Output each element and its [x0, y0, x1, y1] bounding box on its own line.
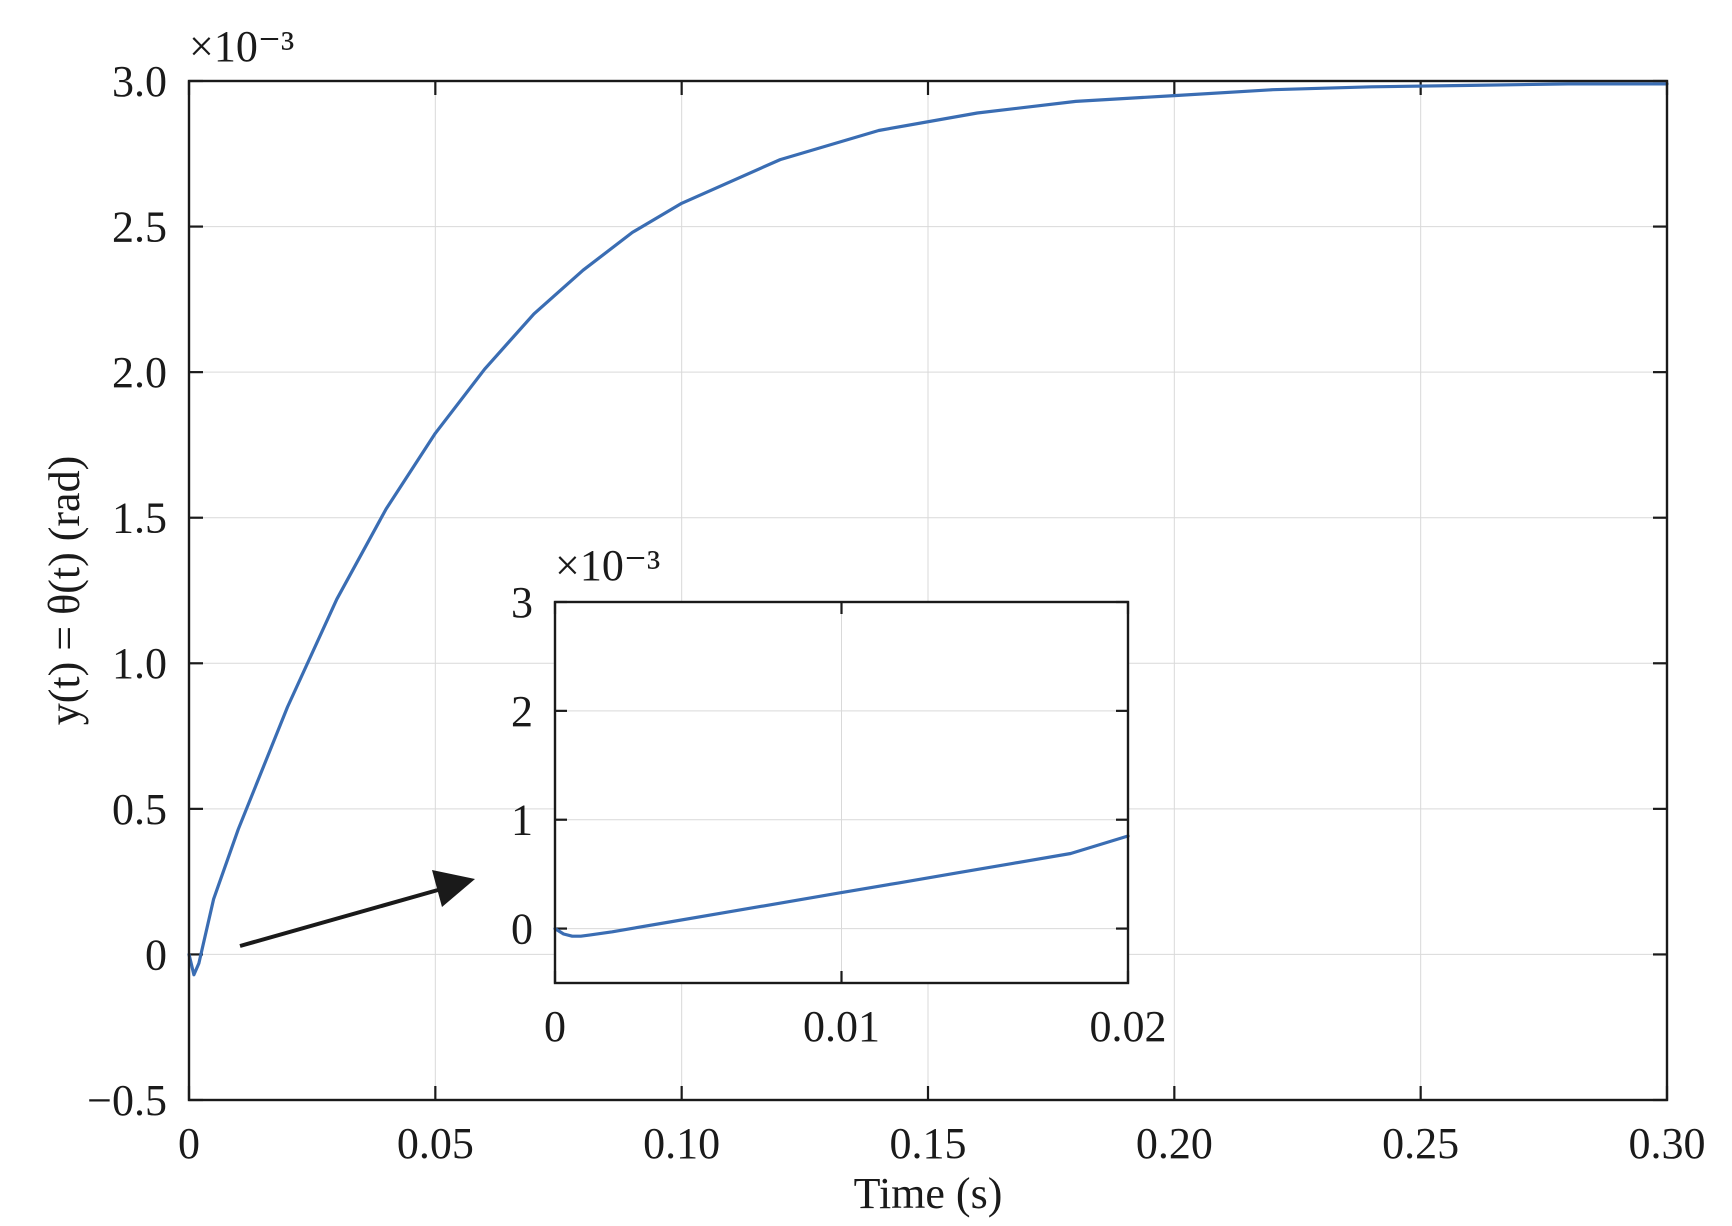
y-tick-label: 2.5 — [112, 203, 167, 252]
y-tick-label: 0.5 — [112, 785, 167, 834]
zoom-arrow — [239, 870, 475, 948]
x-tick-label: 0.25 — [1382, 1119, 1459, 1168]
y-tick-label: 3.0 — [112, 57, 167, 106]
y-tick-label: −0.5 — [87, 1076, 167, 1125]
y-axis-label: y(t) = θ(t) (rad) — [40, 456, 89, 725]
arrow-shaft — [239, 888, 439, 948]
y-tick-label: 2 — [511, 687, 533, 736]
x-tick-label: 0.05 — [397, 1119, 474, 1168]
y-tick-label: 1 — [511, 796, 533, 845]
main-plot: 0 0.05 0.10 0.15 0.20 0.25 0.30−0.500.51.01.52… — [40, 22, 1706, 1218]
x-tick-label: 0.01 — [803, 1002, 880, 1051]
x-tick-label: 0 — [178, 1119, 200, 1168]
x-axis-label: Time (s) — [854, 1169, 1003, 1218]
y-tick-label: 1.5 — [112, 494, 167, 543]
exponent-label: ×10⁻³ — [555, 541, 660, 590]
series-line — [553, 834, 1130, 938]
x-tick-label: 0.02 — [1090, 1002, 1167, 1051]
inset-plot: 0 0.01 0.02 0 1 2 3 ×10⁻³ — [511, 541, 1167, 1051]
x-tick-label: 0 — [544, 1002, 566, 1051]
plot-frame — [187, 79, 1669, 1102]
x-tick-label: 0.30 — [1629, 1119, 1706, 1168]
y-tick-label: 3 — [511, 578, 533, 627]
x-tick-label: 0.15 — [890, 1119, 967, 1168]
y-tick-label: 0 — [511, 905, 533, 954]
y-tick-label: 2.0 — [112, 348, 167, 397]
series-line — [187, 82, 1669, 977]
y-tick-label: 1.0 — [112, 639, 167, 688]
arrow-head — [432, 870, 475, 907]
x-tick-label: 0.20 — [1136, 1119, 1213, 1168]
exponent-label: ×10⁻³ — [189, 22, 294, 71]
y-tick-label: 0 — [145, 930, 167, 979]
x-tick-label: 0.10 — [643, 1119, 720, 1168]
plot-frame — [553, 600, 1130, 985]
